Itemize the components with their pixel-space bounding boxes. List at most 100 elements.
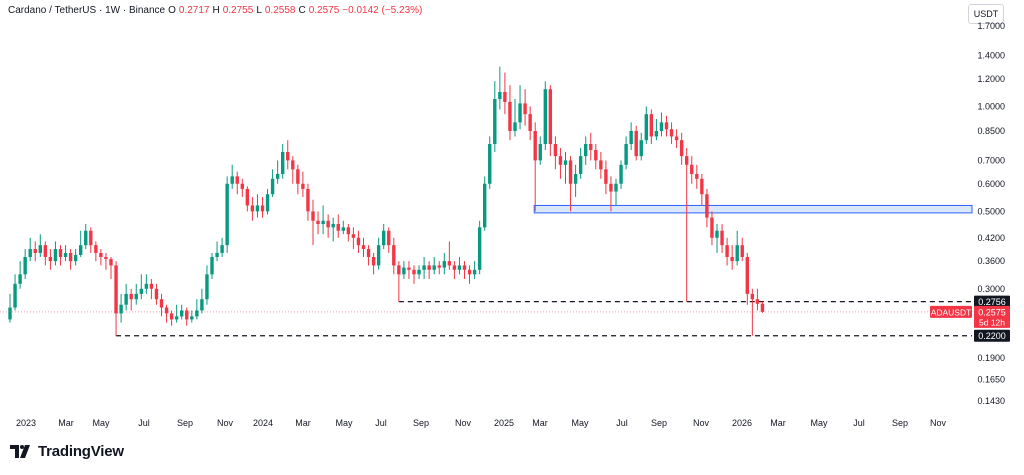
candle-body — [735, 245, 739, 262]
candle-body — [604, 169, 608, 184]
candle — [412, 265, 416, 284]
y-tick-label: 0.7000 — [977, 155, 1005, 165]
candle — [48, 249, 53, 270]
candle-body — [28, 249, 32, 257]
candle-body — [705, 194, 709, 218]
candle-body — [63, 252, 68, 257]
candle — [366, 245, 371, 266]
candle-body — [174, 316, 179, 320]
candle-body — [205, 274, 209, 300]
candle — [528, 106, 532, 141]
candle-body — [382, 230, 386, 246]
y-tick-label: 0.5000 — [977, 206, 1005, 216]
candle — [316, 211, 320, 235]
candle — [331, 217, 335, 242]
candle-body — [281, 151, 285, 174]
candle-body — [760, 303, 765, 312]
price-tag-support — [974, 329, 1010, 342]
candle-body — [553, 144, 558, 157]
y-tick-label: 0.1650 — [977, 374, 1005, 384]
countdown-text: 5d 12h — [979, 317, 1005, 327]
x-tick-label: May — [92, 418, 110, 428]
candle-body — [639, 140, 643, 157]
candle-body — [654, 130, 659, 137]
candle-body — [84, 230, 88, 246]
x-tick-label: Mar — [532, 418, 548, 428]
candle — [361, 237, 366, 257]
candle-body — [341, 227, 345, 231]
candle-body — [745, 256, 749, 294]
support-zone — [533, 204, 973, 214]
candle — [33, 241, 37, 262]
candle-body — [351, 234, 356, 238]
candle-body — [89, 230, 93, 246]
current-price-tag — [974, 305, 1010, 328]
candle-body — [599, 160, 603, 170]
x-tick-label: May — [571, 418, 589, 428]
candle — [407, 261, 411, 279]
candle-body — [594, 149, 598, 161]
symbol-title[interactable]: Cardano / TetherUS · 1W · Binance — [8, 5, 166, 16]
candle — [498, 66, 502, 110]
candle — [553, 136, 558, 170]
candle — [174, 304, 179, 323]
candle-body — [119, 304, 123, 314]
candle-body — [528, 114, 532, 131]
y-tick-label: 1.0000 — [977, 101, 1005, 111]
candle — [180, 304, 184, 320]
x-tick-label: Mar — [295, 418, 311, 428]
candle-body — [190, 316, 194, 320]
candle — [336, 214, 340, 238]
close-label: C — [298, 5, 306, 16]
candle — [720, 224, 724, 253]
candle — [584, 136, 588, 165]
candle-body — [674, 136, 679, 141]
tradingview-logo[interactable]: TradingView — [10, 443, 124, 460]
open-label: O — [168, 5, 176, 16]
candle — [286, 140, 290, 170]
candle — [503, 72, 507, 115]
candle-body — [99, 252, 103, 257]
candle — [53, 241, 58, 266]
candle-body — [235, 176, 239, 184]
candle — [346, 224, 351, 242]
candle-body — [755, 299, 760, 304]
candle-body — [422, 265, 426, 270]
candle — [392, 237, 396, 275]
candle-body — [730, 256, 734, 262]
x-tick-label: Sep — [651, 418, 667, 428]
candle — [306, 183, 310, 221]
candle-body — [584, 144, 588, 157]
candle — [376, 237, 381, 270]
candle — [685, 147, 689, 302]
candle — [533, 122, 537, 212]
candle — [275, 160, 280, 184]
candle — [321, 205, 325, 235]
y-tick-label: 1.4000 — [977, 50, 1005, 60]
candle-body — [624, 144, 628, 165]
currency-button[interactable]: USDT — [968, 4, 1004, 24]
candle-body — [619, 164, 623, 184]
candle-body — [498, 91, 502, 99]
tradingview-logo-icon — [10, 445, 30, 458]
candle — [488, 136, 492, 189]
candle — [13, 274, 17, 311]
candle — [664, 115, 669, 137]
candle-body — [149, 283, 154, 289]
candle — [558, 147, 563, 179]
candle — [477, 220, 482, 275]
candle-body — [195, 310, 199, 317]
candle-body — [543, 89, 547, 145]
candle-body — [58, 249, 63, 257]
candle — [371, 252, 376, 275]
candle-body — [462, 265, 467, 270]
candle — [124, 283, 128, 311]
candle — [99, 249, 103, 266]
candle-body — [457, 265, 462, 270]
candle — [311, 199, 315, 246]
candle-body — [477, 227, 482, 270]
candle — [427, 261, 431, 279]
candle-body — [139, 288, 143, 294]
candle — [563, 151, 568, 184]
